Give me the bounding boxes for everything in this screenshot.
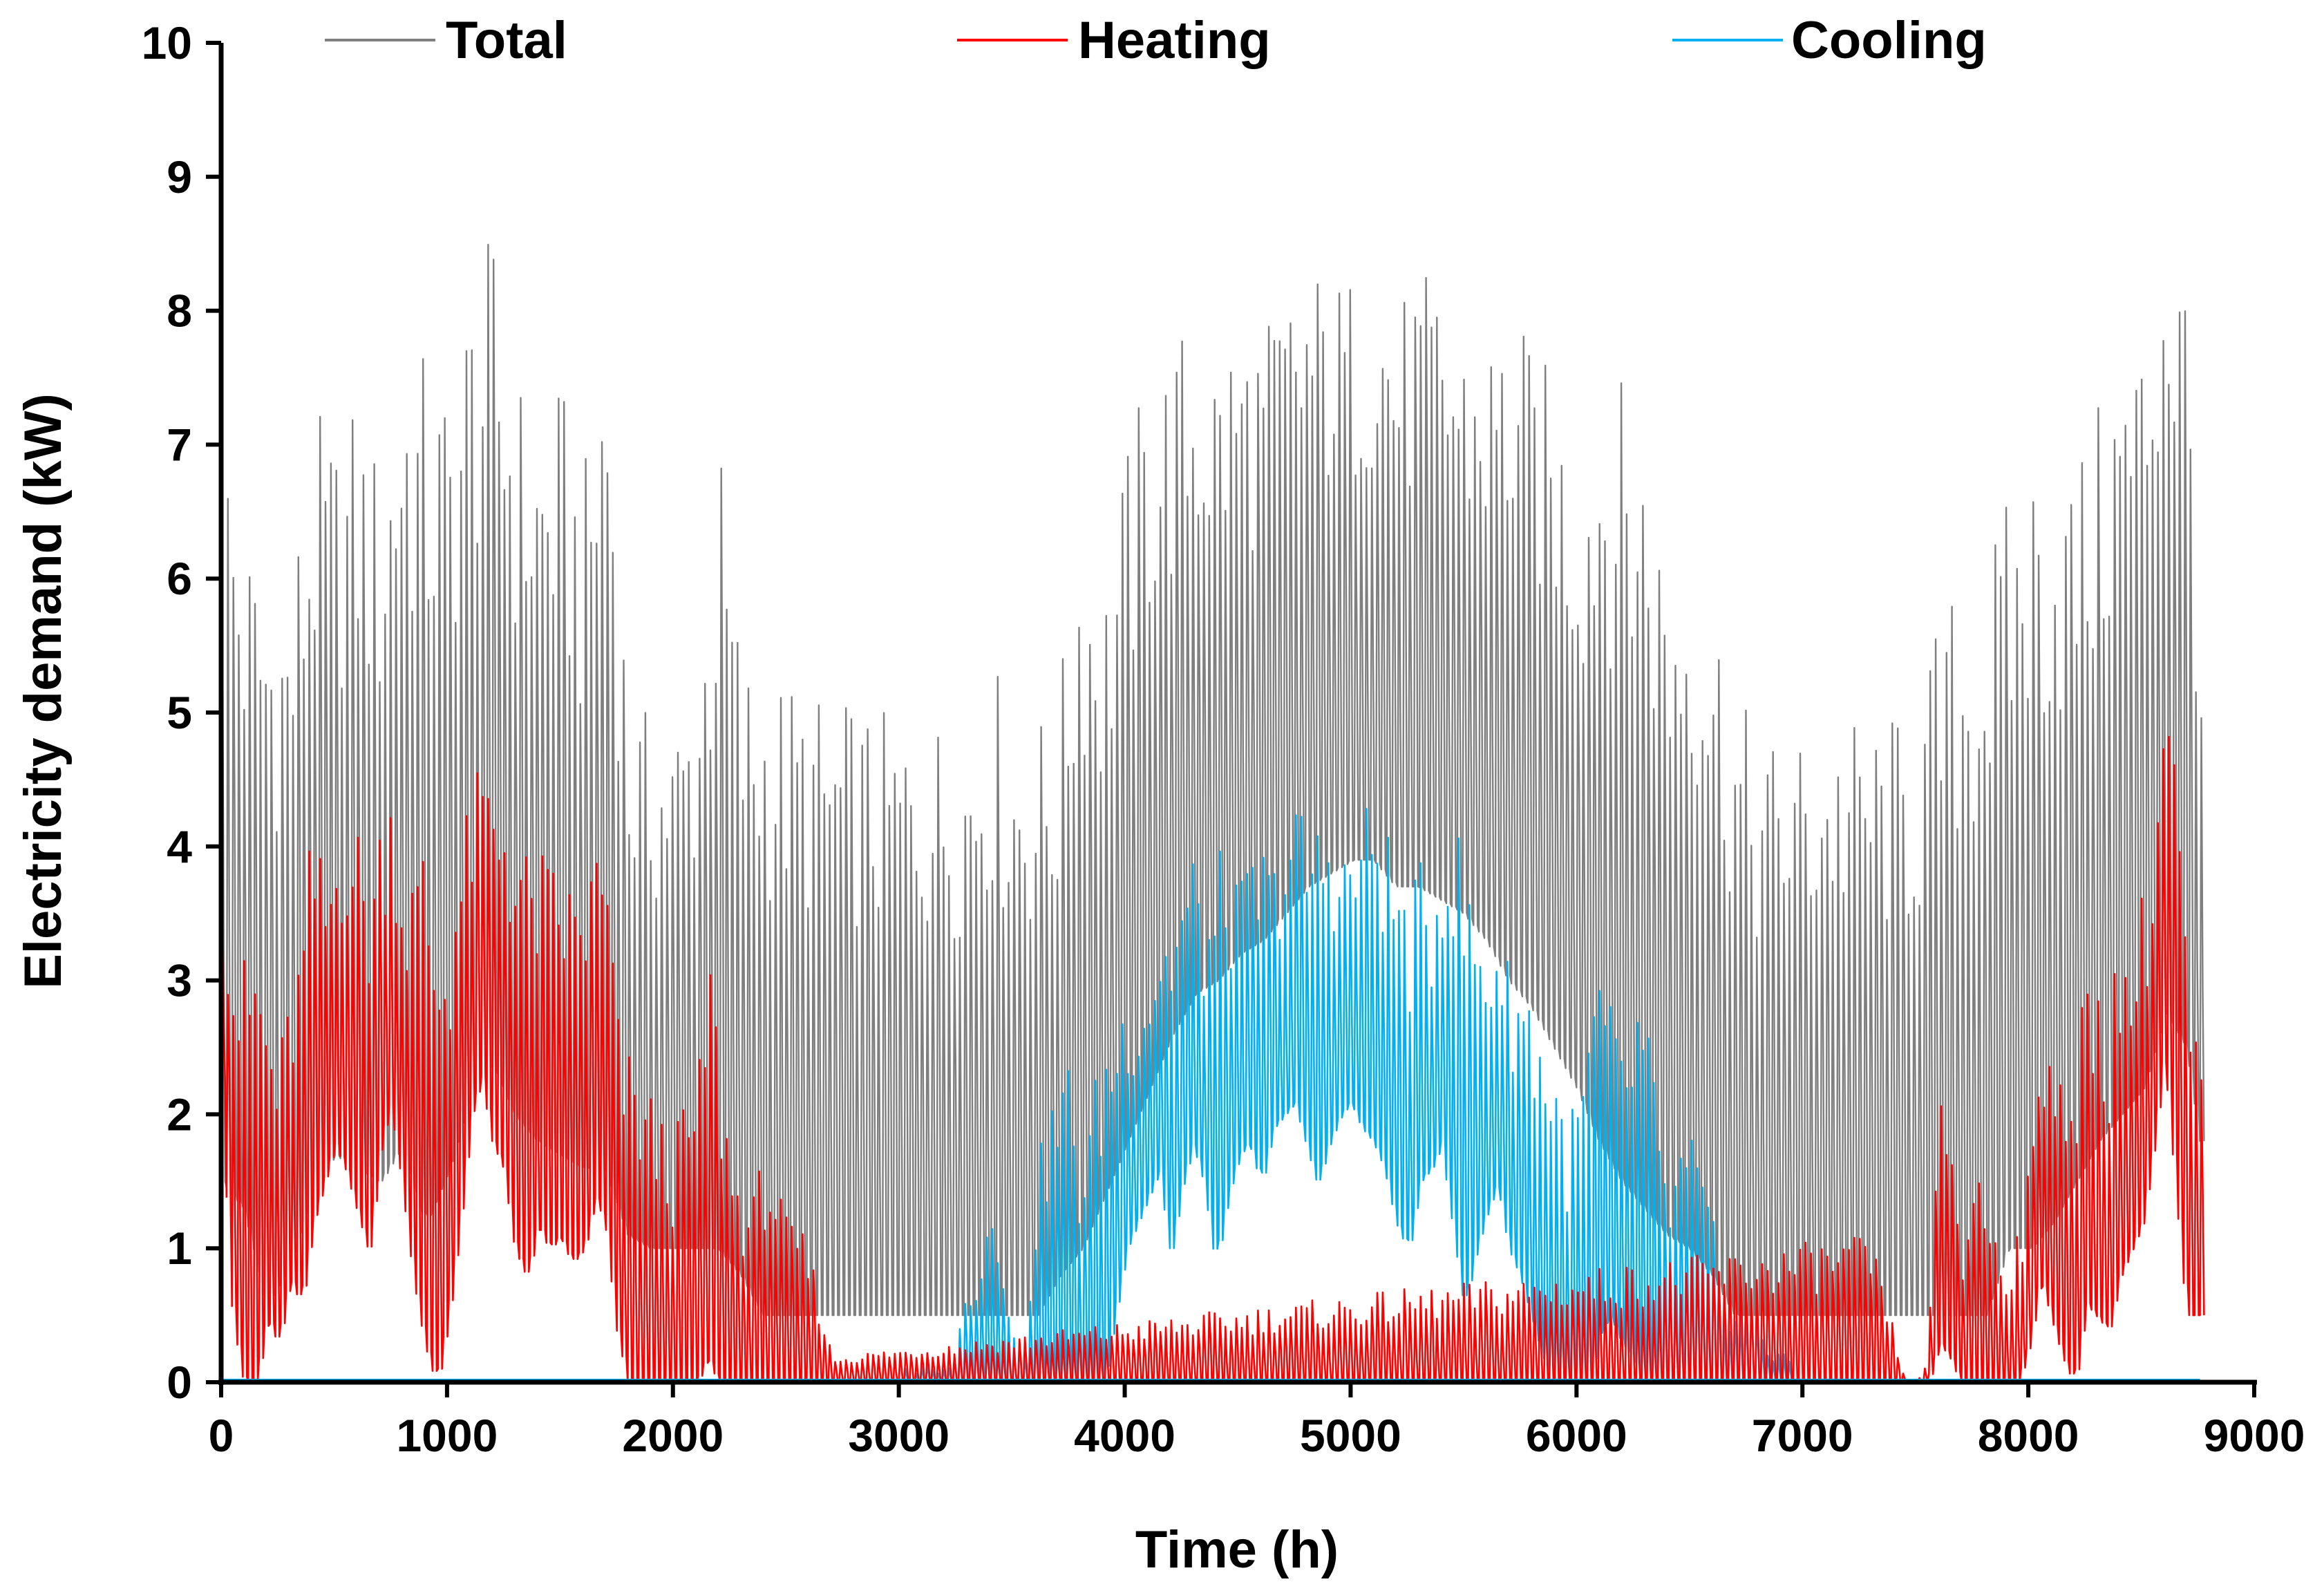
y-tick-label: 6 — [167, 553, 192, 604]
y-tick-label: 1 — [167, 1223, 192, 1274]
plot-series-layer — [220, 243, 2205, 1384]
x-tick-label: 9000 — [2204, 1410, 2305, 1461]
y-axis-title: Electricity demand (kW) — [14, 393, 73, 989]
legend-label-cooling: Cooling — [1791, 11, 1987, 70]
x-tick-label: 1000 — [396, 1410, 498, 1461]
axes-layer: 0 1 2 3 4 5 6 7 8 9 10 0 1000 2000 3000 4000 5000 6000 700… — [142, 17, 2305, 1461]
series-line-total — [220, 243, 2205, 1317]
y-tick-label: 10 — [142, 17, 192, 68]
x-tick-label: 2000 — [622, 1410, 724, 1461]
y-tick-label: 5 — [167, 687, 192, 738]
y-tick-label: 0 — [167, 1357, 192, 1408]
legend-entry-cooling: Cooling — [1672, 11, 1987, 70]
x-tick-label: 0 — [209, 1410, 234, 1461]
x-tick-label: 4000 — [1074, 1410, 1175, 1461]
x-axis-title: Time (h) — [1135, 1520, 1339, 1579]
x-tick-label: 3000 — [848, 1410, 950, 1461]
y-tick-label: 8 — [167, 285, 192, 337]
x-tick-label: 8000 — [1978, 1410, 2079, 1461]
x-tick-label: 7000 — [1752, 1410, 1853, 1461]
y-tick-label: 9 — [167, 151, 192, 202]
y-tick-label: 3 — [167, 955, 192, 1006]
legend-label-total: Total — [446, 11, 567, 70]
x-tick-label: 6000 — [1526, 1410, 1627, 1461]
series-line-cooling — [898, 808, 1793, 1384]
legend-entry-heating: Heating — [957, 11, 1271, 70]
y-tick-label: 4 — [167, 821, 192, 872]
x-tick-label: 5000 — [1300, 1410, 1401, 1461]
legend: Total Heating Cooling — [325, 11, 1987, 70]
y-tick-label: 2 — [167, 1088, 192, 1140]
legend-label-heating: Heating — [1078, 11, 1271, 70]
y-tick-label: 7 — [167, 419, 192, 470]
legend-entry-total: Total — [325, 11, 567, 70]
